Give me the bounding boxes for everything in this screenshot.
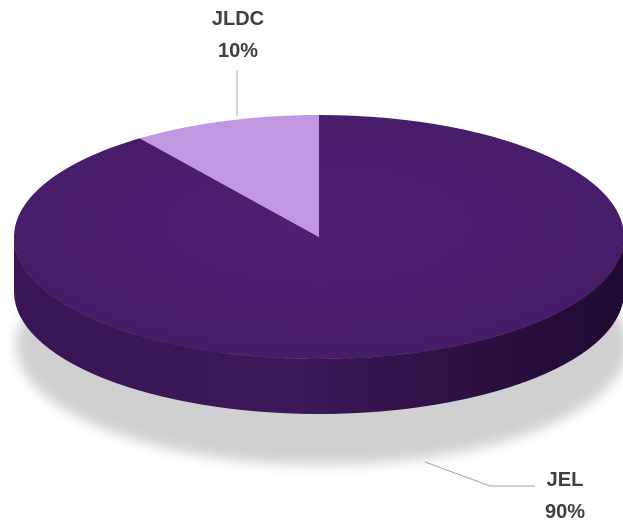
pie-slice-jldc xyxy=(139,115,319,237)
pie-slice-jel xyxy=(14,115,623,359)
data-label-jldc-percent: 10% xyxy=(218,40,258,62)
pie-side xyxy=(14,237,623,414)
leader-line-jel xyxy=(424,461,535,487)
data-label-jel-category: JEL xyxy=(547,469,584,491)
data-label-jel-percent: 90% xyxy=(545,501,585,523)
data-label-jldc-category: JLDC xyxy=(212,8,264,30)
